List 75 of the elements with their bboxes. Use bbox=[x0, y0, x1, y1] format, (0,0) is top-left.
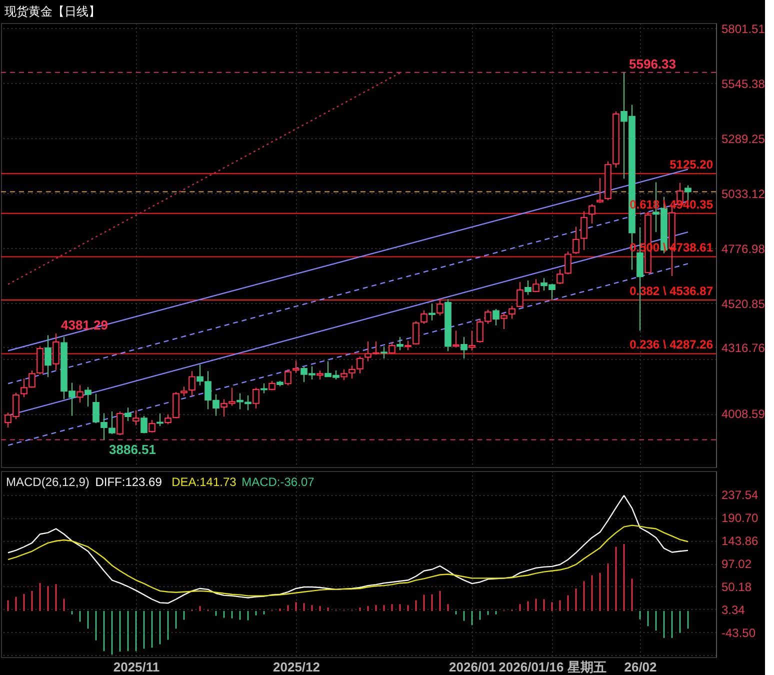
legend-title: MACD(26,12,9) bbox=[6, 475, 90, 489]
candlestick bbox=[556, 268, 564, 285]
candlestick bbox=[580, 210, 588, 250]
candlestick bbox=[460, 336, 468, 359]
text: MACD:-36.07 bbox=[242, 475, 315, 489]
y-tick-label: 50.18 bbox=[722, 580, 752, 594]
candlestick bbox=[116, 411, 124, 436]
candlestick bbox=[188, 370, 196, 397]
text: DEA:141.73 bbox=[172, 475, 237, 489]
candlestick bbox=[140, 415, 148, 434]
y-tick-label: 97.02 bbox=[722, 557, 752, 571]
candlestick bbox=[380, 346, 388, 359]
candlestick bbox=[180, 386, 188, 397]
annotation: 5596.33 bbox=[629, 56, 676, 72]
y-tick-label: 5545.38 bbox=[722, 76, 766, 91]
x-tick-label: 2025/12 bbox=[273, 660, 320, 674]
x-tick-label: 2025/11 bbox=[113, 660, 160, 674]
candlestick bbox=[468, 330, 476, 352]
y-tick-label: 5289.25 bbox=[722, 132, 766, 146]
candlestick bbox=[452, 330, 460, 348]
y-tick-label: 4520.85 bbox=[722, 296, 766, 311]
candlestick bbox=[596, 177, 604, 204]
candlestick bbox=[316, 370, 324, 380]
candlestick bbox=[252, 387, 260, 409]
candlestick bbox=[44, 334, 52, 378]
x-tick-label: 2026/01 bbox=[449, 660, 496, 674]
y-tick-label: 4316.76 bbox=[722, 340, 766, 355]
chart-title: 现货黄金【日线】 bbox=[4, 4, 100, 18]
candlestick bbox=[572, 226, 580, 255]
candlestick bbox=[244, 394, 252, 411]
candlestick bbox=[124, 407, 132, 422]
candlestick bbox=[412, 320, 420, 345]
candlestick bbox=[420, 310, 428, 324]
candlestick bbox=[156, 412, 164, 426]
y-tick-label: 4008.59 bbox=[722, 407, 766, 422]
annotation: 4381.29 bbox=[61, 317, 108, 332]
ref-line-label: 5125.20 bbox=[670, 158, 714, 172]
candlestick bbox=[292, 360, 300, 374]
candlestick bbox=[284, 368, 292, 386]
y-tick-label: 190.70 bbox=[722, 511, 759, 526]
candlestick bbox=[396, 336, 404, 351]
x-tick-label: 2026/01/16 星期五 bbox=[498, 660, 606, 674]
line-series bbox=[7, 524, 689, 596]
y-tick-label: 237.54 bbox=[722, 488, 759, 502]
x-tick-label: 26/02 bbox=[624, 660, 657, 674]
candlestick bbox=[132, 410, 140, 426]
candlestick bbox=[524, 280, 532, 296]
candlestick bbox=[564, 251, 572, 275]
y-tick-label: 3.34 bbox=[722, 602, 746, 617]
candlestick bbox=[148, 419, 156, 433]
candlestick bbox=[404, 340, 412, 351]
candlestick bbox=[532, 278, 540, 293]
candlestick bbox=[236, 392, 244, 410]
candlestick bbox=[260, 382, 268, 394]
y-tick-label: 143.86 bbox=[722, 534, 759, 548]
ref-line-label: 0.236 \ 4287.26 bbox=[630, 338, 714, 352]
candlestick bbox=[428, 303, 436, 321]
candlestick bbox=[268, 380, 276, 391]
candlestick bbox=[508, 305, 516, 320]
candlestick bbox=[436, 298, 444, 316]
candlestick bbox=[52, 332, 60, 371]
candlestick bbox=[588, 204, 596, 224]
y-tick-label: 5801.51 bbox=[722, 22, 766, 36]
text: DIFF:123.69 bbox=[95, 475, 162, 489]
candlestick bbox=[516, 282, 524, 308]
candlestick bbox=[84, 386, 92, 408]
y-tick-label: 5033.12 bbox=[722, 186, 766, 201]
candlestick bbox=[492, 308, 500, 326]
candlestick bbox=[76, 384, 84, 404]
line-series bbox=[7, 494, 689, 604]
candlestick bbox=[108, 411, 116, 435]
y-tick-label: -43.50 bbox=[722, 626, 756, 640]
annotation: 3886.51 bbox=[109, 442, 156, 457]
y-tick-label: 4776.98 bbox=[722, 242, 766, 256]
candlestick bbox=[500, 312, 508, 330]
